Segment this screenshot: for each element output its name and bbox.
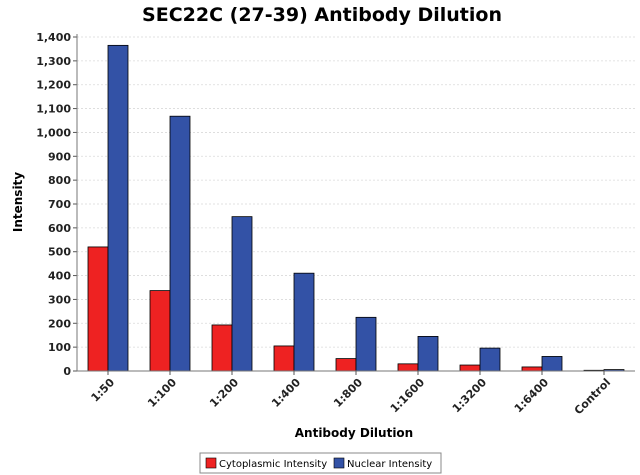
- bars: [87, 44, 625, 372]
- bar-cytoplasmic-1-200: [211, 324, 233, 372]
- bar-cytoplasmic-1-1600: [397, 363, 419, 372]
- bar-cytoplasmic-1-400: [273, 345, 295, 372]
- legend-swatch: [333, 457, 345, 469]
- x-tick-label: 1:800: [331, 376, 365, 410]
- y-tick-label: 700: [48, 198, 71, 211]
- chart-title: SEC22C (27-39) Antibody Dilution: [142, 4, 502, 26]
- bar-nuclear-1-1600: [417, 336, 439, 372]
- x-tick-label: Control: [572, 376, 613, 417]
- y-tick-label: 400: [48, 270, 71, 283]
- y-tick-label: 600: [48, 222, 71, 235]
- x-tick-label: 1:50: [89, 376, 118, 405]
- y-tick-label: 1,100: [36, 103, 71, 116]
- x-tick-labels: 1:50 1:100 1:200 1:400 1:800 1:1600 1:3200 1:64…: [89, 376, 614, 418]
- axes: [73, 34, 635, 375]
- y-tick-label: 200: [48, 317, 71, 330]
- y-tick-labels: 0 100 200 300 400 500 600 700 800 900 1,000 1,100 1,…: [36, 31, 71, 378]
- bar-cytoplasmic-1-800: [335, 358, 357, 372]
- y-tick-label: 900: [48, 150, 71, 163]
- y-tick-label: 1,300: [36, 55, 71, 68]
- bar-cytoplasmic-1-3200: [459, 364, 481, 372]
- bar-nuclear-1-100: [169, 115, 191, 372]
- y-tick-label: 1,200: [36, 79, 71, 92]
- x-tick-label: 1:6400: [512, 376, 552, 416]
- y-tick-label: 800: [48, 174, 71, 187]
- y-tick-label: 1,000: [36, 126, 71, 139]
- bar-nuclear-1-3200: [479, 347, 501, 372]
- x-tick-label: 1:1600: [388, 376, 428, 416]
- legend: Cytoplasmic Intensity Nuclear Intensity: [199, 452, 442, 474]
- bar-nuclear-1-200: [231, 216, 253, 372]
- y-tick-label: 300: [48, 293, 71, 306]
- legend-label: Nuclear Intensity: [347, 459, 432, 470]
- bar-cytoplasmic-1-50: [87, 246, 109, 372]
- y-tick-label: 0: [63, 365, 71, 378]
- x-tick-label: 1:200: [207, 376, 241, 410]
- y-tick-label: 1,400: [36, 31, 71, 44]
- x-tick-label: 1:400: [269, 376, 303, 410]
- bar-nuclear-1-400: [293, 272, 315, 372]
- y-axis-title: Intensity: [11, 172, 25, 232]
- x-tick-label: 1:100: [145, 376, 179, 410]
- y-tick-label: 100: [48, 341, 71, 354]
- legend-box: [199, 452, 442, 474]
- x-axis-title: Antibody Dilution: [295, 426, 413, 440]
- bar-cytoplasmic-1-6400: [521, 366, 543, 372]
- bar-cytoplasmic-1-100: [149, 290, 171, 372]
- x-tick-label: 1:3200: [450, 376, 490, 416]
- y-tick-label: 500: [48, 246, 71, 259]
- legend-label: Cytoplasmic Intensity: [219, 459, 327, 470]
- bar-nuclear-1-800: [355, 316, 377, 372]
- bar-nuclear-1-6400: [541, 356, 563, 372]
- bar-nuclear-1-50: [107, 44, 129, 372]
- legend-swatch: [205, 457, 217, 469]
